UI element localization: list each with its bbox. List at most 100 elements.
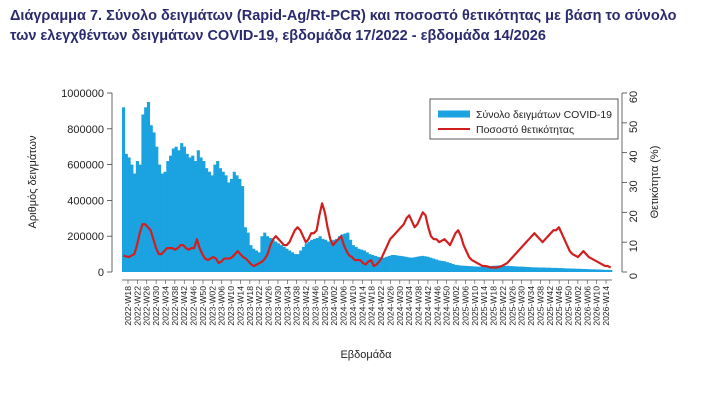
bar <box>476 266 480 272</box>
bar <box>415 256 419 272</box>
bar <box>473 266 477 272</box>
x-tick-label: 2023-W14 <box>235 286 245 326</box>
bar <box>254 250 258 272</box>
bar <box>169 155 173 272</box>
x-tick-label: 2023-W38 <box>292 286 302 326</box>
bar <box>241 186 245 272</box>
bar <box>368 254 372 272</box>
x-tick-label: 2023-W30 <box>273 286 283 326</box>
bar <box>277 243 281 272</box>
bar <box>495 265 499 272</box>
y2-tick-label: 50 <box>628 121 640 133</box>
bar <box>487 266 491 272</box>
bar <box>592 269 596 272</box>
bar <box>335 238 339 272</box>
y-axis-title: Αριθμός δειγμάτων <box>27 135 39 228</box>
bar <box>157 164 162 272</box>
bar <box>501 265 505 272</box>
bar <box>182 146 187 272</box>
title-line-2: των ελεγχθέντων δειγμάτων COVID-19, εβδο… <box>10 28 546 44</box>
x-tick-label: 2025-W02 <box>451 286 461 326</box>
bar <box>326 241 330 272</box>
bar <box>252 248 256 272</box>
x-tick-label: 2023-W02 <box>207 286 217 326</box>
y-tick-label: 800000 <box>67 124 104 136</box>
legend-box <box>429 98 619 140</box>
bar <box>376 256 380 272</box>
bar <box>600 269 605 272</box>
y-tick-label: 1000000 <box>61 88 104 100</box>
x-tick-label: 2026-W06 <box>582 286 592 326</box>
x-tick-label: 2023-W46 <box>310 286 320 326</box>
bar <box>520 266 524 272</box>
x-tick-label: 2024-W10 <box>348 286 358 326</box>
x-tick-label: 2023-W50 <box>320 286 330 326</box>
bar <box>420 255 425 272</box>
bar-series <box>122 101 613 273</box>
bar <box>332 239 336 272</box>
bar <box>451 263 455 272</box>
bar <box>246 232 250 272</box>
bar <box>598 269 602 272</box>
x-tick-label: 2024-W50 <box>442 286 452 326</box>
bar <box>393 255 397 272</box>
bar <box>146 101 151 272</box>
bar <box>506 265 510 272</box>
x-tick-label: 2022-W46 <box>189 286 199 326</box>
bar <box>484 266 488 272</box>
bar <box>432 258 436 272</box>
bar <box>490 265 494 272</box>
bar <box>160 173 164 272</box>
x-tick-label: 2025-W46 <box>554 286 564 326</box>
bar <box>387 255 391 272</box>
bar <box>149 125 153 272</box>
bar <box>232 171 236 272</box>
bar <box>224 175 228 272</box>
bar <box>545 267 549 272</box>
bar <box>185 153 189 272</box>
bar <box>130 164 134 272</box>
bar <box>362 250 366 272</box>
bar <box>526 266 530 272</box>
bar <box>337 236 342 272</box>
bar <box>412 257 416 272</box>
bar <box>301 246 306 272</box>
y2-tick-label: 30 <box>628 180 640 192</box>
bar <box>138 164 142 272</box>
bar <box>398 255 402 272</box>
bar <box>567 268 571 272</box>
x-tick-label: 2024-W38 <box>414 286 424 326</box>
x-tick-label: 2023-W26 <box>264 286 274 326</box>
x-tick-label: 2025-W42 <box>545 286 555 326</box>
bar <box>315 237 319 272</box>
bar <box>456 265 461 272</box>
x-tick-label: 2025-W06 <box>460 286 470 326</box>
bar <box>443 261 447 272</box>
bar <box>587 269 591 272</box>
y-tick-label: 0 <box>98 267 104 279</box>
x-tick-label: 2022-W22 <box>132 286 142 326</box>
bar <box>210 175 214 272</box>
bar <box>221 171 225 272</box>
x-tick-label: 2022-W30 <box>151 286 161 326</box>
bar <box>324 239 328 272</box>
x-tick-label: 2023-W06 <box>217 286 227 326</box>
bar <box>390 255 394 272</box>
bar <box>340 234 344 272</box>
bar <box>537 267 541 272</box>
x-tick-label: 2024-W46 <box>432 286 442 326</box>
bar <box>166 161 170 272</box>
x-tick-label: 2025-W14 <box>479 286 489 326</box>
x-tick-label: 2024-W14 <box>357 286 367 326</box>
bar <box>188 157 192 272</box>
bar <box>177 150 181 272</box>
bar <box>559 268 563 272</box>
bar <box>318 236 322 272</box>
bar <box>329 240 333 272</box>
bar <box>243 227 247 272</box>
bar <box>213 164 217 272</box>
bar <box>193 161 198 272</box>
bar <box>434 259 438 272</box>
x-tick-label: 2023-W10 <box>226 286 236 326</box>
